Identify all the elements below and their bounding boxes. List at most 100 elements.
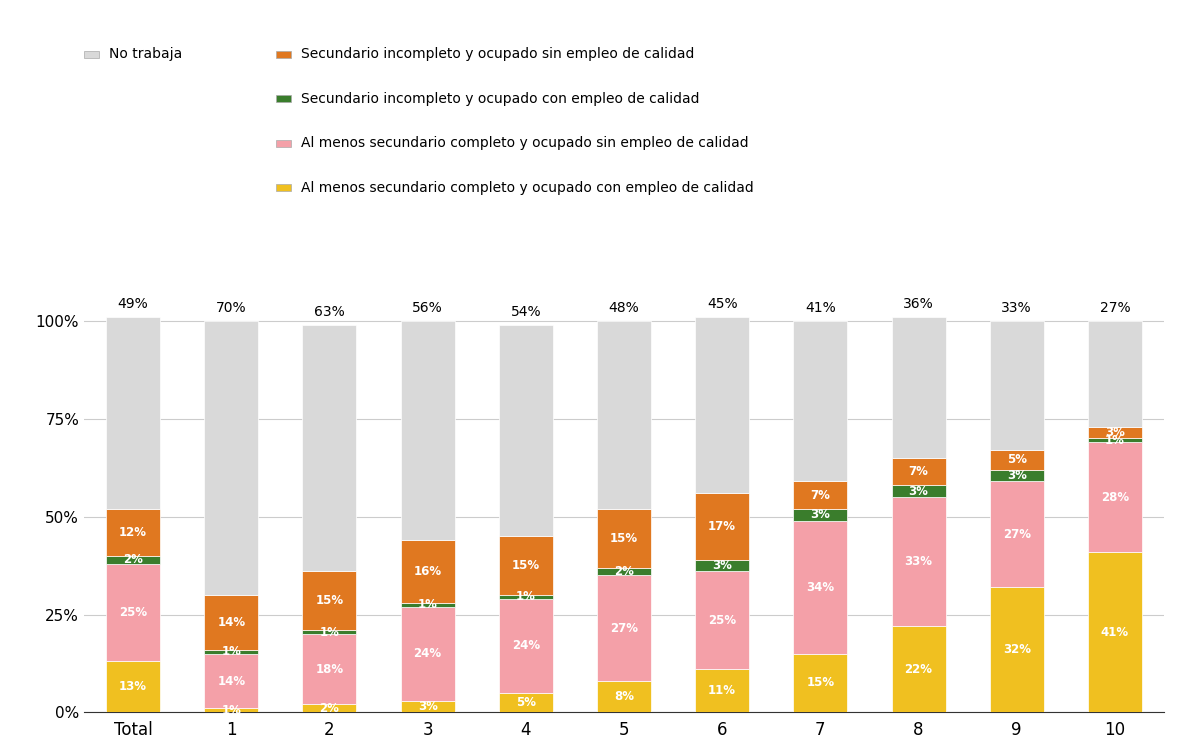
Bar xyxy=(892,485,946,497)
Text: 1%: 1% xyxy=(221,704,241,717)
Bar xyxy=(204,321,258,595)
Bar xyxy=(695,571,749,669)
Text: 28%: 28% xyxy=(1100,490,1129,504)
Text: 1%: 1% xyxy=(319,626,340,639)
Bar xyxy=(793,654,847,712)
Bar xyxy=(401,321,455,540)
Text: 1%: 1% xyxy=(516,591,535,603)
Text: 3%: 3% xyxy=(713,559,732,572)
Text: 56%: 56% xyxy=(413,301,443,315)
Bar xyxy=(695,317,749,493)
Bar xyxy=(499,693,553,712)
Bar xyxy=(106,509,160,556)
Text: 24%: 24% xyxy=(414,647,442,660)
Text: 27%: 27% xyxy=(1099,301,1130,315)
Text: Secundario incompleto y ocupado sin empleo de calidad: Secundario incompleto y ocupado sin empl… xyxy=(301,47,694,61)
Text: Al menos secundario completo y ocupado con empleo de calidad: Al menos secundario completo y ocupado c… xyxy=(301,181,754,194)
Text: 3%: 3% xyxy=(418,700,438,713)
Text: 11%: 11% xyxy=(708,684,736,697)
Text: 1%: 1% xyxy=(221,646,241,658)
Text: 70%: 70% xyxy=(216,301,246,315)
Text: 1%: 1% xyxy=(418,598,438,611)
Bar xyxy=(106,564,160,661)
Text: 33%: 33% xyxy=(1002,301,1032,315)
Bar xyxy=(499,536,553,595)
Text: 41%: 41% xyxy=(1100,626,1129,639)
Bar xyxy=(302,630,356,634)
Bar xyxy=(204,595,258,650)
Text: 14%: 14% xyxy=(217,616,245,628)
Text: 7%: 7% xyxy=(810,489,830,502)
Bar xyxy=(990,321,1044,450)
Text: 36%: 36% xyxy=(904,298,934,312)
Bar xyxy=(302,325,356,571)
Text: 54%: 54% xyxy=(510,305,541,319)
Text: 15%: 15% xyxy=(316,594,343,607)
Bar xyxy=(401,607,455,700)
Text: 32%: 32% xyxy=(1003,643,1031,656)
Bar xyxy=(499,325,553,536)
Text: 49%: 49% xyxy=(118,298,149,312)
Text: 5%: 5% xyxy=(1007,453,1027,467)
Text: 63%: 63% xyxy=(314,305,344,319)
Text: 27%: 27% xyxy=(610,622,638,634)
Text: Secundario incompleto y ocupado con empleo de calidad: Secundario incompleto y ocupado con empl… xyxy=(301,92,700,105)
Text: 7%: 7% xyxy=(908,465,929,478)
Bar xyxy=(695,669,749,712)
Bar xyxy=(401,540,455,603)
Bar xyxy=(598,321,650,509)
Bar xyxy=(892,497,946,626)
Text: 8%: 8% xyxy=(614,690,634,703)
Text: 33%: 33% xyxy=(905,555,932,568)
Text: No trabaja: No trabaja xyxy=(109,47,182,61)
Text: 41%: 41% xyxy=(805,301,835,315)
Text: 22%: 22% xyxy=(905,663,932,676)
Text: 15%: 15% xyxy=(511,559,540,572)
Text: 3%: 3% xyxy=(810,508,830,521)
Bar xyxy=(695,493,749,559)
Bar xyxy=(204,709,258,712)
Text: 24%: 24% xyxy=(511,640,540,652)
Text: 34%: 34% xyxy=(806,581,834,594)
Text: 3%: 3% xyxy=(908,485,929,498)
Bar xyxy=(892,317,946,458)
Text: 2%: 2% xyxy=(319,702,340,715)
Text: 16%: 16% xyxy=(414,565,442,578)
Bar xyxy=(1088,552,1142,712)
Bar xyxy=(793,482,847,509)
Text: 17%: 17% xyxy=(708,520,736,533)
Bar xyxy=(106,661,160,712)
Bar xyxy=(892,626,946,712)
Bar xyxy=(204,650,258,654)
Bar xyxy=(302,571,356,630)
Bar xyxy=(990,450,1044,470)
Bar xyxy=(106,317,160,509)
Bar xyxy=(793,521,847,654)
Bar xyxy=(892,458,946,485)
Text: 27%: 27% xyxy=(1003,528,1031,541)
Bar xyxy=(990,587,1044,712)
Bar xyxy=(1088,439,1142,442)
Text: 15%: 15% xyxy=(610,532,638,545)
Text: 18%: 18% xyxy=(316,663,343,676)
Text: 3%: 3% xyxy=(1105,426,1124,439)
Bar xyxy=(204,654,258,709)
Text: 2%: 2% xyxy=(124,554,143,566)
Bar xyxy=(499,595,553,599)
Text: 12%: 12% xyxy=(119,526,148,539)
Text: 1%: 1% xyxy=(1105,434,1124,447)
Bar xyxy=(695,559,749,571)
Bar xyxy=(793,321,847,482)
Text: 48%: 48% xyxy=(608,301,640,315)
Bar xyxy=(598,509,650,568)
Bar xyxy=(1088,442,1142,552)
Text: 25%: 25% xyxy=(708,614,737,627)
Text: 13%: 13% xyxy=(119,680,148,693)
Text: 2%: 2% xyxy=(614,565,634,578)
Bar xyxy=(401,700,455,712)
Bar xyxy=(302,704,356,712)
Bar xyxy=(598,568,650,575)
Bar xyxy=(302,634,356,704)
Bar xyxy=(990,482,1044,587)
Bar xyxy=(106,556,160,564)
